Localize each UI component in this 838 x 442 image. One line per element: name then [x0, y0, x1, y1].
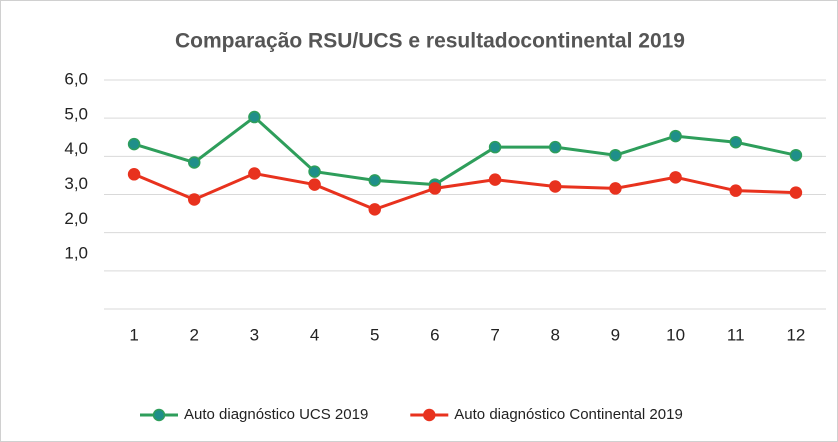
data-point — [549, 140, 562, 154]
data-point — [188, 193, 201, 206]
y-tick-label: 3,0 — [64, 174, 88, 193]
legend-marker — [423, 408, 436, 422]
y-tick-label: 6,0 — [64, 69, 88, 88]
x-tick-label: 2 — [190, 325, 199, 344]
chart-title: Comparação RSU/UCS e resultadocontinenta… — [175, 30, 685, 53]
x-tick-label: 3 — [250, 325, 259, 344]
data-point — [248, 167, 261, 180]
legend-label: Auto diagnóstico UCS 2019 — [184, 406, 368, 423]
x-tick-label: 9 — [611, 325, 620, 344]
data-point — [127, 137, 141, 151]
data-point — [428, 182, 442, 195]
x-tick-label: 10 — [666, 325, 685, 344]
data-point — [127, 168, 141, 181]
data-point — [368, 174, 381, 187]
series-line — [133, 171, 796, 211]
legend-marker — [152, 408, 166, 422]
y-tick-label: 2,0 — [64, 209, 88, 228]
data-point — [188, 156, 201, 169]
x-tick-label: 4 — [310, 325, 319, 344]
data-point — [308, 178, 321, 191]
data-point — [248, 110, 261, 124]
x-tick-label: 6 — [430, 325, 439, 344]
series-line — [133, 115, 797, 187]
x-tick-label: 1 — [129, 325, 138, 344]
data-point — [609, 148, 622, 162]
data-point — [669, 129, 682, 143]
data-point — [729, 135, 742, 149]
x-tick-label: 12 — [786, 325, 805, 344]
y-tick-label: 5,0 — [64, 104, 88, 123]
x-tick-label: 7 — [490, 325, 499, 344]
data-point — [609, 182, 622, 195]
y-tick-label: 1,0 — [64, 244, 88, 263]
x-tick-label: 8 — [551, 325, 560, 344]
x-tick-label: 11 — [727, 325, 745, 344]
data-point — [729, 184, 742, 197]
data-point — [789, 186, 803, 199]
data-point — [549, 180, 562, 193]
data-point — [669, 171, 682, 184]
x-tick-label: 5 — [370, 325, 379, 344]
legend-label: Auto diagnóstico Continental 2019 — [454, 406, 683, 423]
data-point — [789, 148, 803, 162]
data-point — [308, 165, 321, 178]
data-point — [368, 203, 381, 216]
data-point — [488, 140, 502, 154]
y-tick-label: 4,0 — [64, 139, 88, 158]
data-point — [488, 173, 502, 186]
